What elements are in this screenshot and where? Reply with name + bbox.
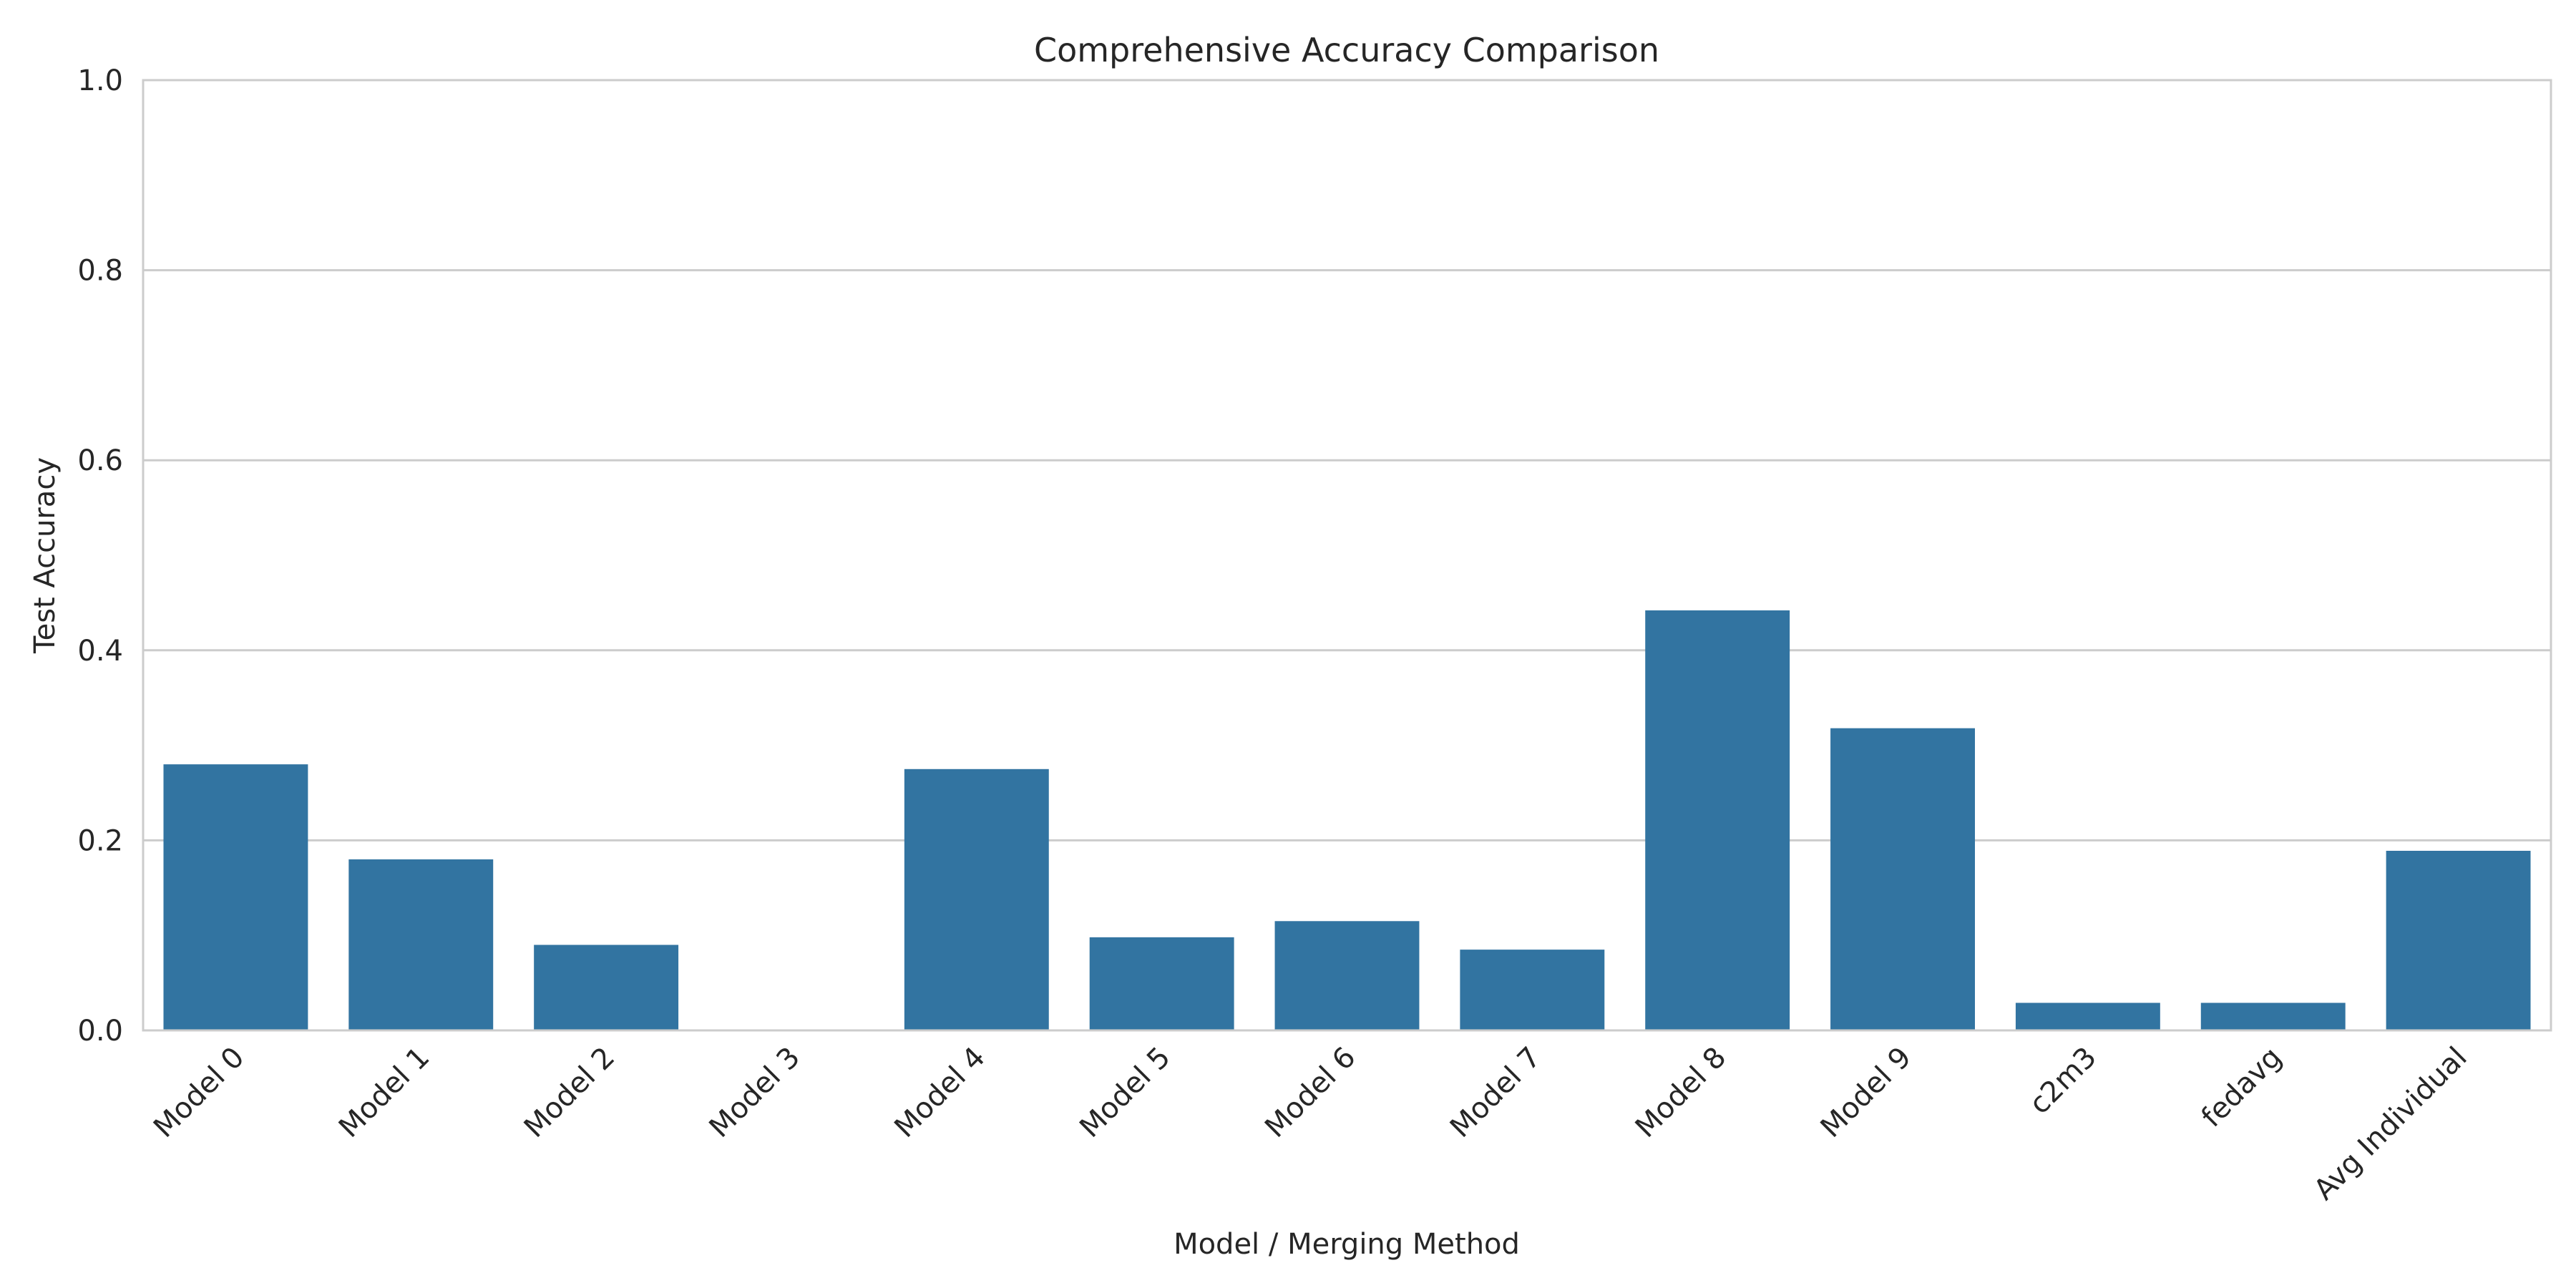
x-tick-label: Avg Individual [2308, 1041, 2474, 1207]
bar-model-6 [1274, 921, 1420, 1030]
x-tick-label: Model 3 [703, 1041, 806, 1144]
x-tick-label: Model 9 [1815, 1041, 1918, 1144]
y-tick-label: 0.2 [77, 824, 123, 857]
bars [163, 610, 2531, 1030]
bar-model-5 [1089, 937, 1234, 1030]
y-axis-label: Test Accuracy [29, 457, 62, 654]
bar-model-0 [163, 764, 308, 1030]
bar-c2m3 [2015, 1002, 2160, 1030]
x-tick-label: c2m3 [2023, 1041, 2103, 1121]
x-tick-label: Model 2 [518, 1041, 621, 1144]
plot-frame [142, 79, 2552, 1032]
y-tick-label: 0.4 [77, 635, 123, 668]
bar-avg-individual [2386, 851, 2531, 1030]
y-tick-label: 1.0 [77, 64, 123, 97]
bar-model-1 [348, 859, 494, 1030]
x-tick-label: Model 7 [1444, 1041, 1547, 1144]
x-tick-label: Model 6 [1259, 1041, 1362, 1144]
y-tick-labels: 0.0 0.2 0.4 0.6 0.8 1.0 [77, 64, 123, 1048]
bar-model-8 [1645, 610, 1790, 1030]
x-tick-label: Model 8 [1629, 1041, 1732, 1144]
y-tick-label: 0.6 [77, 444, 123, 477]
y-gridlines [143, 79, 2551, 1032]
x-tick-labels: Model 0 Model 1 Model 2 Model 3 Model 4 Model… [147, 1041, 2474, 1207]
x-tick-label: Model 5 [1073, 1041, 1176, 1144]
bar-model-2 [534, 945, 679, 1030]
bar-model-7 [1460, 950, 1605, 1030]
chart-title: Comprehensive Accuracy Comparison [1034, 31, 1659, 69]
x-tick-label: Model 1 [333, 1041, 436, 1144]
bar-model-4 [904, 769, 1049, 1030]
y-tick-label: 0.8 [77, 255, 123, 288]
x-tick-label: Model 4 [888, 1041, 991, 1144]
x-tick-label: Model 0 [147, 1041, 250, 1144]
bar-fedavg [2200, 1002, 2346, 1030]
bar-model-9 [1830, 728, 1975, 1030]
y-tick-label: 0.0 [77, 1015, 123, 1048]
x-axis-label: Model / Merging Method [1174, 1228, 1520, 1261]
x-tick-label: fedavg [2195, 1041, 2288, 1134]
